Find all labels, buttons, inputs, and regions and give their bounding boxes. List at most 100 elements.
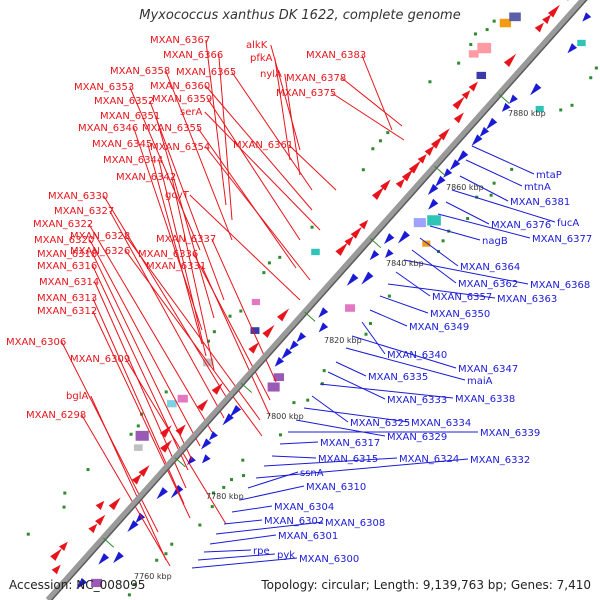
forward-gene-label: MXAN_6345 bbox=[92, 139, 152, 150]
reverse-label-leader bbox=[311, 395, 349, 423]
forward-label-leader bbox=[284, 73, 301, 176]
reverse-gene-label: MXAN_6308 bbox=[325, 518, 385, 529]
green-marker bbox=[62, 505, 66, 509]
reverse-label-leader bbox=[303, 407, 410, 423]
forward-label-leader bbox=[204, 111, 321, 231]
forward-gene-arrow bbox=[175, 424, 186, 436]
scale-tick-label: 7820 kbp bbox=[324, 336, 362, 345]
reverse-gene-arrow bbox=[201, 454, 211, 464]
topology-text: Topology: circular; Length: 9,139,763 bp… bbox=[261, 578, 591, 592]
reverse-label-leader bbox=[327, 371, 386, 400]
forward-gene-label: serA bbox=[180, 107, 202, 118]
forward-gene-arrow bbox=[395, 178, 405, 189]
green-marker bbox=[230, 478, 234, 482]
forward-gene-arrow bbox=[453, 112, 464, 124]
reverse-gene-arrow bbox=[200, 438, 212, 450]
reverse-gene-arrow bbox=[397, 230, 410, 244]
green-marker bbox=[387, 294, 391, 298]
reverse-label-leader bbox=[295, 419, 386, 437]
forward-gene-label: pfkA bbox=[250, 53, 273, 64]
green-marker bbox=[457, 61, 461, 65]
label-leaders bbox=[61, 39, 556, 569]
reverse-gene-label: MXAN_6364 bbox=[460, 262, 520, 273]
green-marker bbox=[510, 167, 514, 171]
reverse-gene-arrow bbox=[318, 307, 329, 318]
scale-tick-mark bbox=[174, 457, 186, 468]
green-marker bbox=[262, 271, 266, 275]
forward-label-leader bbox=[205, 85, 313, 211]
reverse-label-leader bbox=[459, 175, 509, 202]
reverse-gene-label: MXAN_6338 bbox=[455, 394, 515, 405]
forward-gene-label: alkK bbox=[246, 40, 268, 51]
reverse-gene-arrow bbox=[428, 198, 439, 210]
forward-feature-box bbox=[177, 394, 188, 403]
forward-gene-label: MXAN_6365 bbox=[176, 67, 236, 78]
reverse-feature-box bbox=[422, 240, 431, 247]
forward-gene-label: MXAN_6314 bbox=[39, 277, 99, 288]
forward-gene-label: MXAN_6306 bbox=[6, 337, 66, 348]
forward-label-leader bbox=[193, 253, 271, 401]
reverse-gene-arrow bbox=[479, 126, 490, 137]
forward-feature-box bbox=[468, 50, 479, 58]
reverse-label-leader bbox=[271, 455, 317, 459]
forward-label-leader bbox=[147, 143, 203, 345]
forward-gene-label: MXAN_6367 bbox=[150, 35, 210, 46]
green-marker bbox=[306, 398, 310, 402]
reverse-gene-label: MXAN_6357 bbox=[432, 292, 492, 303]
forward-gene-label: MXAN_6359 bbox=[152, 94, 212, 105]
green-marker bbox=[279, 433, 283, 437]
reverse-gene-label: MXAN_6333 bbox=[387, 395, 447, 406]
green-marker bbox=[489, 193, 493, 197]
reverse-gene-arrow bbox=[156, 487, 168, 500]
reverse-label-leader bbox=[345, 347, 466, 381]
reverse-gene-arrow bbox=[456, 150, 469, 163]
reverse-label-leader bbox=[209, 534, 277, 545]
forward-gene-label: MXAN_6328 bbox=[70, 231, 130, 242]
reverse-gene-arrow bbox=[501, 102, 511, 112]
forward-label-leader bbox=[92, 310, 191, 519]
reverse-feature-box bbox=[413, 218, 426, 228]
reverse-label-leader bbox=[191, 557, 298, 569]
reverse-gene-arrow bbox=[127, 520, 139, 533]
green-marker bbox=[371, 147, 375, 151]
reverse-gene-label: MXAN_6376 bbox=[491, 220, 551, 231]
reverse-label-leader bbox=[247, 471, 299, 489]
reverse-gene-label: MXAN_6317 bbox=[320, 438, 380, 449]
green-marker bbox=[222, 485, 226, 489]
reverse-label-leader bbox=[429, 225, 481, 241]
green-marker bbox=[310, 225, 314, 229]
reverse-gene-label: MXAN_6304 bbox=[274, 502, 334, 513]
forward-gene-arrow bbox=[335, 242, 348, 256]
forward-label-leader bbox=[197, 127, 297, 269]
green-marker bbox=[212, 330, 216, 334]
green-marker bbox=[322, 369, 326, 373]
forward-gene-label: MXAN_6378 bbox=[286, 73, 346, 84]
forward-label-leader bbox=[125, 358, 227, 525]
reverse-gene-label: MXAN_6315 bbox=[318, 454, 378, 465]
forward-label-leader bbox=[288, 144, 337, 191]
green-marker bbox=[428, 80, 432, 84]
scale-tick-mark bbox=[370, 237, 382, 249]
scale-tick-mark bbox=[304, 311, 316, 322]
forward-gene-arrow bbox=[248, 341, 260, 354]
forward-gene-arrow bbox=[95, 514, 106, 526]
forward-gene-arrow bbox=[108, 497, 121, 511]
reverse-feature-box bbox=[273, 373, 284, 381]
reverse-label-leader bbox=[369, 309, 408, 327]
forward-feature-box bbox=[311, 248, 320, 256]
green-marker bbox=[198, 523, 202, 527]
forward-gene-label: MXAN_6326 bbox=[70, 246, 130, 257]
green-marker bbox=[278, 255, 282, 259]
forward-label-leader bbox=[165, 70, 233, 241]
forward-label-leader bbox=[149, 100, 225, 301]
scale-tick-label: 7840 kbp bbox=[386, 259, 424, 268]
reverse-feature-box bbox=[91, 578, 103, 588]
reverse-gene-arrow bbox=[318, 322, 329, 333]
green-marker bbox=[136, 424, 140, 428]
green-marker bbox=[386, 131, 390, 135]
forward-label-leader bbox=[90, 395, 167, 561]
reverse-label-leader bbox=[361, 321, 386, 355]
green-marker bbox=[492, 19, 496, 23]
reverse-gene-arrow bbox=[471, 134, 483, 146]
